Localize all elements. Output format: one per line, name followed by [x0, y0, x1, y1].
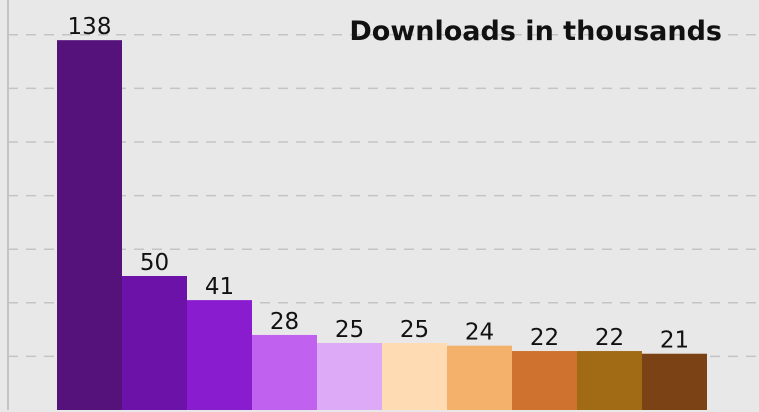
bar [252, 334, 317, 410]
value-label: 24 [465, 320, 494, 346]
value-label: 22 [595, 325, 624, 351]
value-label: 25 [335, 317, 364, 343]
value-label: 25 [400, 317, 429, 343]
value-label: 21 [660, 328, 689, 354]
bar [187, 300, 252, 410]
value-label: 138 [68, 14, 112, 40]
bar [122, 276, 187, 410]
bar [57, 40, 122, 410]
bar [317, 343, 382, 410]
bar [642, 353, 707, 410]
value-label: 50 [140, 250, 169, 276]
chart-title: Downloads in thousands [349, 16, 722, 47]
value-label: 41 [205, 274, 234, 300]
bar [512, 351, 577, 410]
value-label: 22 [530, 325, 559, 351]
bar [577, 351, 642, 410]
bar [382, 343, 447, 410]
value-label: 28 [270, 309, 299, 335]
bar [447, 345, 512, 410]
